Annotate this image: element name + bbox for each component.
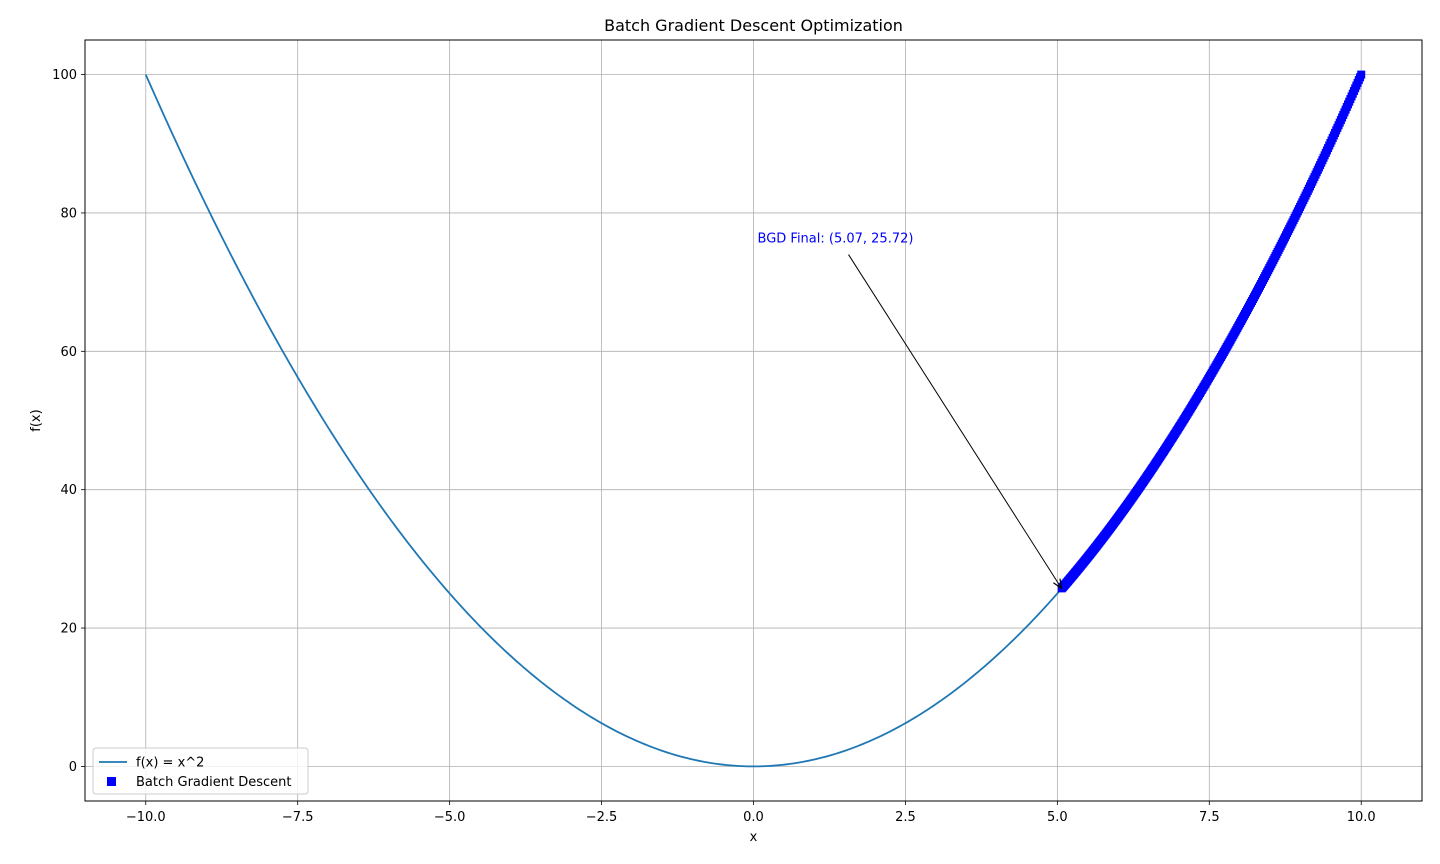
grid bbox=[85, 40, 1422, 801]
x-tick-label: −5.0 bbox=[434, 810, 466, 825]
annotation-arrow bbox=[848, 254, 1063, 589]
chart-title: Batch Gradient Descent Optimization bbox=[604, 16, 903, 35]
x-tick-label: 7.5 bbox=[1199, 810, 1220, 825]
y-tick-label: 60 bbox=[60, 345, 77, 360]
annotation-arrowhead bbox=[1053, 578, 1063, 590]
x-tick-label: 10.0 bbox=[1347, 810, 1376, 825]
legend: f(x) = x^2 Batch Gradient Descent bbox=[92, 747, 309, 795]
scatter-layer bbox=[1057, 70, 1366, 593]
legend-marker-swatch bbox=[107, 777, 116, 786]
y-tick-label: 80 bbox=[60, 206, 77, 221]
y-axis-label: f(x) bbox=[29, 409, 44, 431]
x-tick-label: 0.0 bbox=[743, 810, 764, 825]
ticks: −10.0 −7.5 −5.0 −2.5 0.0 2.5 5.0 7.5 10.0 0 20 40 60… bbox=[52, 68, 1376, 825]
y-tick-label: 100 bbox=[52, 68, 77, 83]
y-tick-label: 20 bbox=[60, 622, 77, 637]
y-tick-label: 0 bbox=[69, 760, 77, 775]
x-tick-label: −2.5 bbox=[586, 810, 618, 825]
x-tick-label: 5.0 bbox=[1047, 810, 1068, 825]
annotation-layer: BGD Final: (5.07, 25.72) bbox=[758, 232, 1063, 590]
x-tick-label: −7.5 bbox=[282, 810, 314, 825]
legend-label-bgd: Batch Gradient Descent bbox=[136, 775, 291, 790]
x-tick-label: 2.5 bbox=[895, 810, 916, 825]
y-tick-label: 40 bbox=[60, 483, 77, 498]
x-axis-label: x bbox=[750, 830, 758, 845]
annotation-text: BGD Final: (5.07, 25.72) bbox=[758, 232, 914, 247]
x-tick-label: −10.0 bbox=[126, 810, 166, 825]
legend-label-fx: f(x) = x^2 bbox=[136, 756, 204, 771]
legend-box bbox=[92, 747, 309, 795]
